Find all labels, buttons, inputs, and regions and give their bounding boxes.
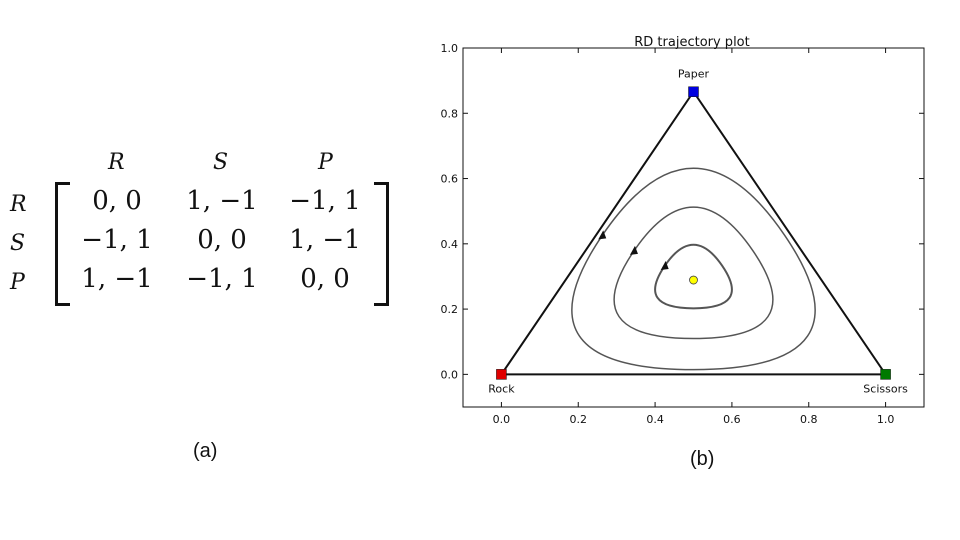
column-label-r: R (108, 150, 125, 175)
vertex-marker-scissors (880, 369, 891, 380)
matrix-cell: −1, 1 (289, 186, 361, 216)
y-tick-label: 0.2 (441, 303, 459, 316)
right-bracket (374, 182, 389, 306)
matrix-cell: 0, 0 (92, 186, 142, 216)
matrix-cell: −1, 1 (186, 264, 258, 294)
plot-frame (462, 47, 925, 408)
vertex-label-scissors: Scissors (863, 382, 908, 395)
matrix-cell: 0, 0 (197, 225, 247, 255)
y-tick-label: 0.4 (441, 238, 459, 251)
column-label-s: S (213, 150, 229, 175)
x-axis: 0.0 0.2 0.4 0.6 0.8 1.0 (493, 48, 895, 426)
caption-b: (b) (690, 448, 715, 470)
y-axis: 0.0 0.2 0.4 0.6 0.8 1.0 (441, 42, 924, 381)
vertex-marker-paper (688, 86, 699, 97)
x-tick-label: 0.4 (646, 413, 664, 426)
vertex-label-paper: Paper (678, 68, 710, 81)
caption-a: (a) (193, 440, 218, 462)
x-tick-label: 0.0 (493, 413, 511, 426)
trajectory-arrow (660, 260, 669, 270)
trajectory-curve (571, 167, 816, 371)
x-tick-label: 0.2 (570, 413, 588, 426)
row-label-s: S (10, 231, 26, 256)
matrix-cell: 1, −1 (289, 225, 361, 255)
matrix-cell: 1, −1 (186, 186, 258, 216)
y-tick-label: 0.8 (441, 107, 459, 120)
trajectory-group (571, 167, 816, 371)
vertex-marker-rock (496, 369, 507, 380)
y-tick-label: 1.0 (441, 42, 459, 55)
matrix-cell: 1, −1 (81, 264, 153, 294)
simplex-group: Rock Scissors Paper (488, 68, 908, 396)
interior-fixed-point (689, 275, 698, 285)
matrix-cell: 0, 0 (300, 264, 350, 294)
payoff-matrix-panel: R S P R S P 0, 0 1, −1 −1, 1 −1, 1 0, 0 … (0, 0, 420, 540)
matrix-cell: −1, 1 (81, 225, 153, 255)
trajectory-arrow (598, 230, 607, 240)
trajectory-arrow (629, 245, 638, 255)
left-bracket (55, 182, 70, 306)
x-tick-label: 0.8 (800, 413, 818, 426)
y-tick-label: 0.0 (441, 368, 459, 381)
trajectory-curve (613, 206, 774, 340)
trajectory-curve (654, 243, 733, 310)
vertex-label-rock: Rock (488, 382, 515, 395)
row-label-p: P (10, 270, 25, 295)
x-tick-label: 0.6 (723, 413, 741, 426)
x-tick-label: 1.0 (877, 413, 895, 426)
row-label-r: R (10, 192, 27, 217)
chart-title: RD trajectory plot (634, 35, 749, 50)
simplex-triangle (499, 89, 888, 376)
y-tick-label: 0.6 (441, 173, 459, 186)
column-label-p: P (318, 150, 333, 175)
